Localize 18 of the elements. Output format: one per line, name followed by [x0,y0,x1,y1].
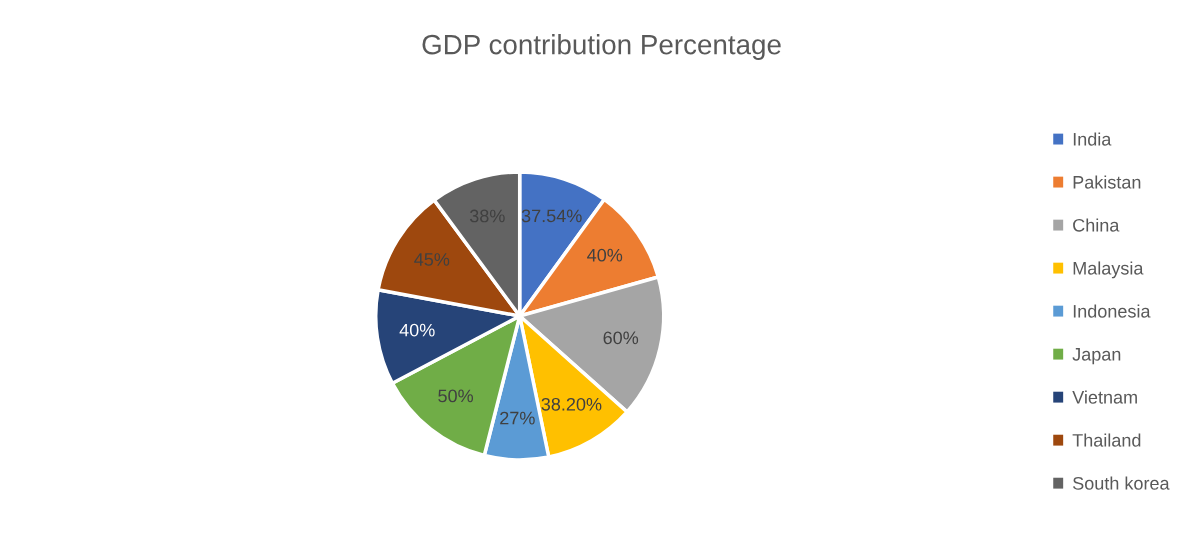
data-label: 50% [438,389,474,403]
data-label: 38.20% [541,397,602,411]
legend-label: South korea [1073,476,1170,490]
legend-label: China [1073,218,1120,232]
legend-label: Malaysia [1073,261,1144,279]
legend-label: Japan [1072,348,1121,365]
data-label: 27% [500,411,535,425]
data-label: 40% [587,248,623,262]
data-label: 60% [603,331,639,345]
legend-label: Indonesia [1073,304,1151,318]
chart-title: GDP contribution Percentage [422,34,781,60]
data-label: 37.54% [521,209,582,223]
data-label: 45% [414,253,450,266]
data-label: 40% [399,323,435,337]
legend-label: Thailand [1072,433,1141,447]
legend-label: Pakistan [1073,175,1141,189]
legend-label: India [1073,132,1112,146]
legend-label: Vietnam [1072,390,1137,404]
